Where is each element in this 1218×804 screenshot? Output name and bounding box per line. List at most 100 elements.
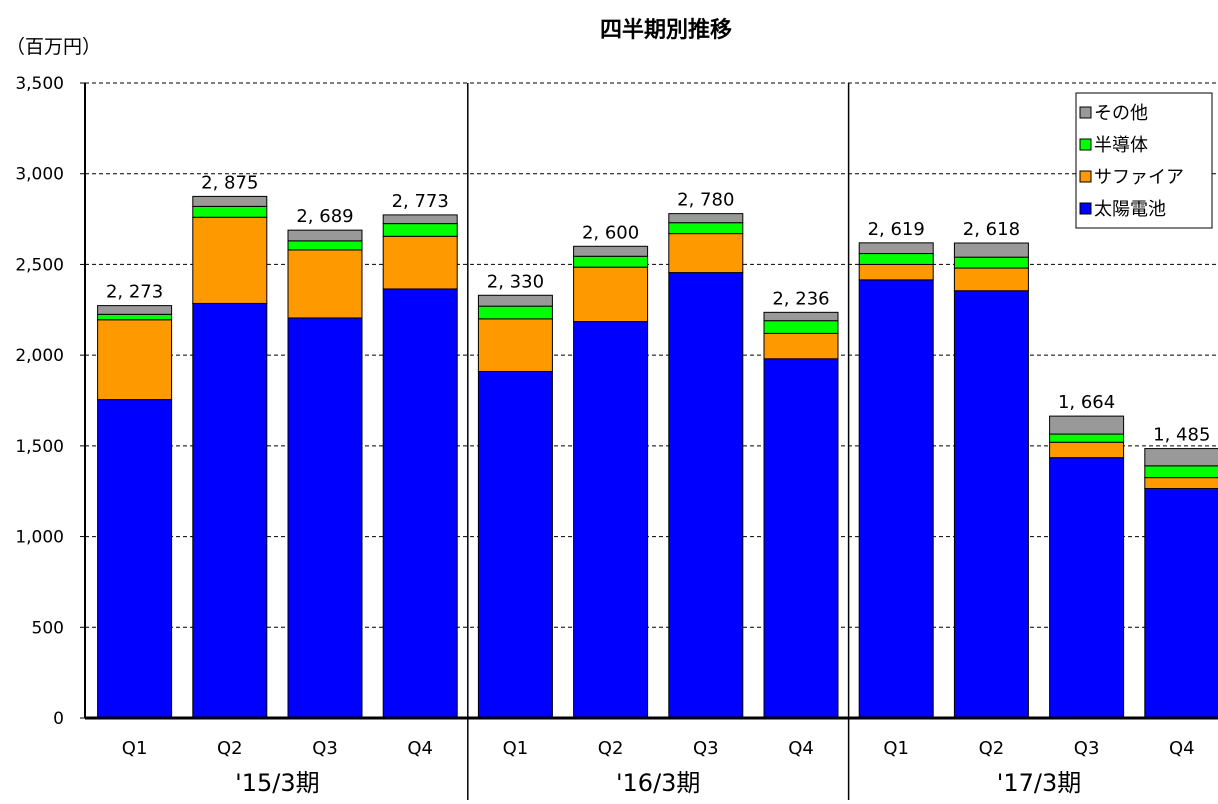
x-tick-label: Q4: [788, 738, 814, 759]
x-tick-label: Q3: [693, 738, 719, 759]
bar-segment: [1049, 415, 1125, 435]
bars: [97, 195, 1218, 719]
bar-segment: [287, 240, 363, 251]
bar-segment: [953, 267, 1029, 292]
x-tick-label: Q2: [979, 738, 1005, 759]
x-tick-label: Q4: [407, 738, 433, 759]
legend-swatch: [1079, 202, 1092, 215]
bar-segment: [192, 205, 268, 218]
y-tick-label: 0: [53, 709, 64, 729]
x-tick-label: Q1: [883, 738, 909, 759]
total-label: 2, 600: [582, 222, 639, 243]
bar-segment: [1049, 457, 1125, 719]
chart-title: 四半期別推移: [600, 17, 732, 43]
y-tick-label: 1,000: [15, 528, 64, 548]
legend-box: [1075, 92, 1213, 229]
y-tick-label: 2,500: [15, 255, 64, 275]
data-labels: 2, 273 2, 875 2, 689 2, 773 2, 330 2, 600 2, 7…: [106, 172, 1210, 445]
bar-segment: [97, 305, 173, 315]
bar-segment: [382, 214, 458, 225]
group-label: '17/3期: [997, 769, 1082, 797]
legend-label: サファイア: [1094, 167, 1184, 188]
bar-segment: [858, 253, 934, 265]
total-label: 2, 236: [772, 288, 829, 309]
bar-segment: [382, 235, 458, 290]
y-tick-label: 3,500: [15, 74, 64, 94]
total-label: 1, 485: [1153, 425, 1210, 446]
bar-segment: [287, 249, 363, 319]
bar-segment: [1049, 441, 1125, 459]
bar-segment: [573, 245, 649, 257]
bar-segment: [287, 317, 363, 719]
y-axis-unit-label: （百万円）: [6, 36, 101, 58]
bar-segment: [477, 294, 553, 307]
legend-swatch: [1079, 170, 1092, 183]
bar-segment: [382, 223, 458, 237]
bar-segment: [477, 370, 553, 719]
bar-segment: [97, 319, 173, 401]
x-tick-label: Q1: [122, 738, 148, 759]
bar-segment: [573, 255, 649, 268]
total-label: 2, 273: [106, 282, 163, 303]
bar-segment: [477, 318, 553, 372]
bar-segment: [668, 272, 744, 719]
bar-segment: [953, 290, 1029, 719]
x-tick-label: Q4: [1169, 738, 1195, 759]
bar-segment: [763, 358, 839, 719]
bar-segment: [953, 242, 1029, 258]
total-label: 2, 875: [201, 172, 258, 193]
total-label: 2, 330: [487, 271, 544, 292]
bar-segment: [97, 313, 173, 321]
group-label: '15/3期: [235, 769, 320, 797]
total-label: 2, 773: [392, 191, 449, 212]
legend-swatch: [1079, 106, 1092, 119]
bar-segment: [668, 213, 744, 224]
bar-segment: [1144, 465, 1218, 479]
x-tick-label: Q2: [217, 738, 243, 759]
y-tick-label: 500: [32, 618, 64, 638]
group-label: '16/3期: [616, 769, 701, 797]
bar-segment: [382, 288, 458, 719]
bar-segment: [1144, 487, 1218, 719]
legend-label: その他: [1094, 103, 1148, 124]
bar-segment: [477, 305, 553, 320]
legend-swatch: [1079, 138, 1092, 151]
bar-segment: [763, 332, 839, 360]
bar-segment: [668, 233, 744, 274]
total-label: 2, 689: [296, 206, 353, 227]
x-tick-label: Q3: [1074, 738, 1100, 759]
total-label: 2, 619: [868, 219, 925, 240]
y-tick-label: 1,500: [15, 437, 64, 457]
bar-segment: [192, 195, 268, 207]
bar-segment: [1144, 448, 1218, 467]
bar-segment: [97, 399, 173, 719]
total-label: 2, 780: [677, 190, 734, 211]
bar-segment: [573, 266, 649, 323]
bar-segment: [668, 222, 744, 235]
total-label: 2, 618: [963, 219, 1020, 240]
bar-segment: [953, 256, 1029, 269]
x-tick-label: Q1: [503, 738, 529, 759]
bar-segment: [858, 263, 934, 281]
bar-segment: [858, 279, 934, 719]
bar-segment: [1144, 477, 1218, 489]
axes: 0 500 1,000 1,500 2,000 2,500 3,000 3,500 Q1 Q2 Q3…: [15, 74, 1218, 800]
x-tick-label: Q3: [312, 738, 338, 759]
bar-segment: [763, 320, 839, 334]
bar-segment: [573, 321, 649, 719]
bar-segment: [1049, 433, 1125, 443]
bar-segment: [858, 242, 934, 255]
x-tick-label: Q2: [598, 738, 624, 759]
bar-segment: [763, 311, 839, 322]
bar-segment: [192, 302, 268, 719]
bar-segment: [287, 229, 363, 242]
total-label: 1, 664: [1058, 392, 1115, 413]
y-tick-label: 3,000: [15, 165, 64, 185]
legend-label: 半導体: [1094, 135, 1148, 156]
y-tick-label: 2,000: [15, 346, 64, 366]
bar-segment: [192, 216, 268, 304]
legend-label: 太陽電池: [1094, 199, 1166, 220]
